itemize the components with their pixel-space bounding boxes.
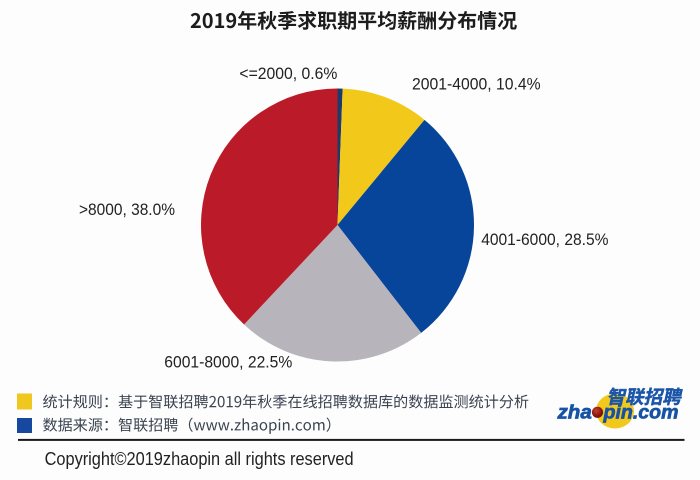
svg-text:2001-4000, 10.4%: 2001-4000, 10.4% — [412, 75, 541, 94]
svg-text:>8000, 38.0%: >8000, 38.0% — [79, 200, 175, 219]
svg-text:pin.com: pin.com — [602, 402, 678, 424]
svg-text:zha: zha — [556, 402, 592, 424]
svg-text:4001-6000, 28.5%: 4001-6000, 28.5% — [481, 230, 608, 249]
svg-text:<=2000, 0.6%: <=2000, 0.6% — [239, 64, 337, 83]
svg-text:Copyright©2019zhaopin all righ: Copyright©2019zhaopin all rights reserve… — [45, 449, 354, 469]
svg-text:6001-8000, 22.5%: 6001-8000, 22.5% — [164, 353, 292, 372]
